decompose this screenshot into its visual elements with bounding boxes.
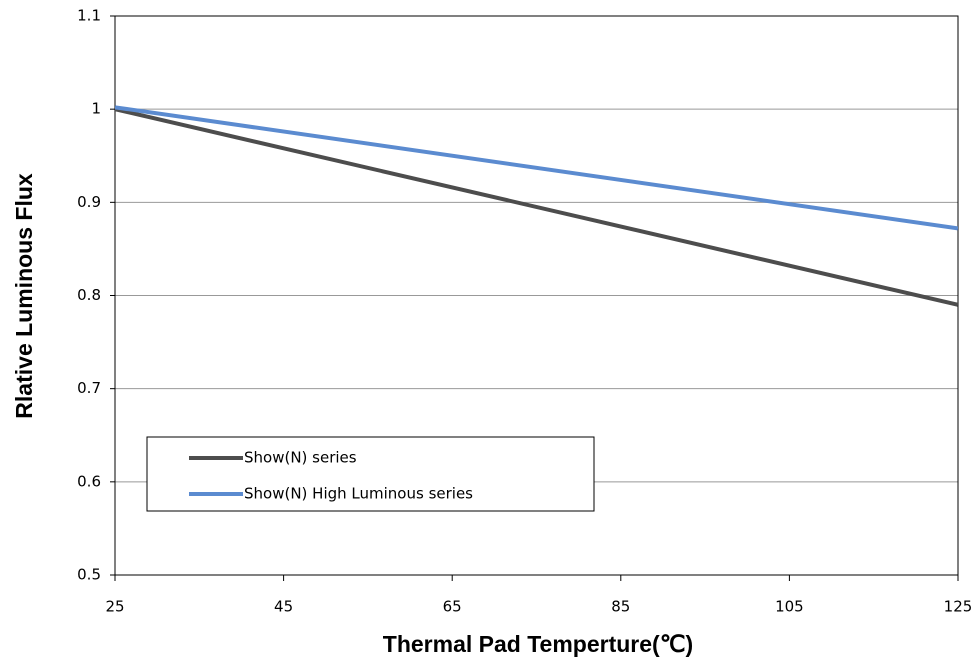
y-tick-label: 0.6 [77, 472, 101, 490]
y-axis-label: Rlative Luminous Flux [11, 173, 37, 419]
x-tick-label: 45 [274, 598, 293, 616]
y-tick-label: 0.9 [77, 193, 101, 211]
x-tick-label: 25 [105, 598, 124, 616]
y-tick-label: 0.8 [77, 286, 101, 304]
legend-label: Show(N) series [244, 449, 357, 467]
x-tick-label: 125 [944, 598, 973, 616]
series-line [115, 107, 958, 307]
x-axis-label: Thermal Pad Temperture(℃) [383, 631, 693, 657]
legend-box [146, 436, 595, 512]
y-tick-label: 1.1 [77, 7, 101, 25]
x-tick-label: 65 [443, 598, 462, 616]
x-tick-label: 85 [611, 598, 630, 616]
series-line [115, 105, 958, 231]
y-tick-label: 0.5 [77, 566, 101, 584]
plot-frame [114, 15, 959, 576]
x-tick-label: 105 [775, 598, 804, 616]
y-tick-label: 1 [91, 100, 101, 118]
legend-label: Show(N) High Luminous series [244, 485, 473, 503]
y-tick-label: 0.7 [77, 379, 101, 397]
